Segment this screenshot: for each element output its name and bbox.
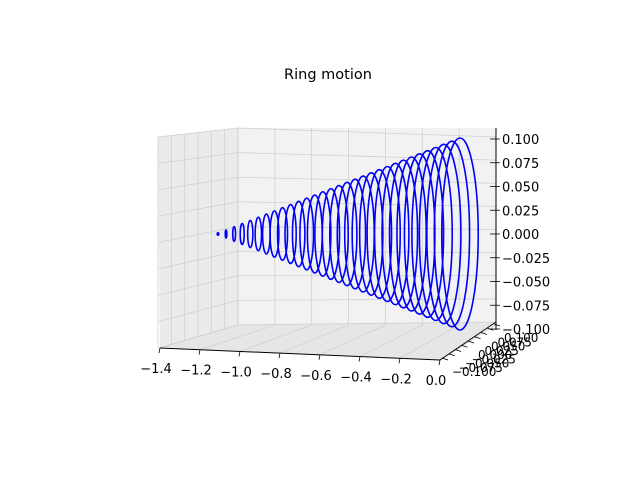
ring-23 (381, 162, 410, 306)
y-tick-label: −0.075 (459, 361, 503, 375)
ring-21 (366, 168, 393, 300)
y-tick-mark (474, 336, 481, 340)
x-tick-mark (238, 351, 241, 357)
y-tick-label: 0.000 (478, 348, 512, 362)
grid-line (359, 324, 423, 357)
x-tick-mark (158, 347, 161, 354)
x-tick-label: −0.4 (340, 371, 372, 386)
ring-28 (418, 146, 454, 322)
x-tick-mark (358, 356, 361, 362)
ring-5 (246, 219, 254, 249)
x-tick-mark (198, 349, 201, 355)
grid-line (319, 324, 386, 356)
y-tick-mark (461, 344, 468, 348)
y-tick-mark (448, 353, 455, 357)
x-tick-label: −0.2 (380, 372, 412, 387)
y-tick-mark (441, 357, 449, 361)
ring-15 (321, 187, 341, 281)
ring-11 (291, 200, 306, 268)
x-axis-ticks: −1.4 −1.2 −1.0 −0.8 −0.6 −0.4 −0.2 0.0 (140, 347, 447, 389)
ring-16 (328, 184, 350, 284)
x-tick-mark (398, 358, 401, 364)
ring-18 (343, 178, 367, 290)
grid-line (237, 127, 497, 138)
ring-17 (336, 181, 358, 287)
y-tick-label: 0.050 (491, 340, 525, 354)
grid-line (237, 298, 497, 301)
ring-8 (269, 210, 280, 258)
ring-24 (388, 159, 419, 309)
ring-29 (426, 143, 462, 325)
floor-pane (160, 322, 496, 360)
y-tick-mark (454, 349, 462, 352)
z-tick-label: 0.075 (502, 157, 539, 172)
y-axis-ticks: −0.100−0.075−0.050−0.0250.0000.0250.0500… (441, 323, 538, 379)
z-tick-label: −0.025 (502, 252, 550, 267)
ring-30 (433, 140, 471, 328)
y-tick-mark (467, 340, 475, 344)
ring-9 (276, 206, 289, 262)
z-tick-label: 0.100 (502, 133, 539, 148)
z-axis-ticks: −0.100 −0.075 −0.050 −0.025 0.000 0.025 0.050 0… (490, 133, 550, 338)
x-tick-label: 0.0 (426, 374, 447, 389)
z-tick-label: −0.100 (502, 323, 550, 338)
x-axis-line (159, 347, 441, 361)
x-tick-mark (318, 354, 321, 360)
grid-line (199, 324, 275, 351)
ring-series (216, 137, 480, 331)
y-tick-label: 0.025 (485, 344, 519, 358)
x-tick-mark (278, 353, 281, 359)
x-tick-label: −1.0 (220, 365, 252, 380)
y-tick-label: 0.100 (504, 331, 538, 345)
z-tick-label: 0.050 (502, 181, 539, 196)
y-tick-mark (493, 323, 501, 327)
ring-3 (231, 225, 237, 243)
ring-31 (440, 137, 480, 331)
grid-line (237, 201, 497, 207)
z-tick-label: −0.050 (502, 276, 550, 291)
ring-22 (373, 165, 402, 303)
x-tick-label: −0.6 (300, 369, 332, 384)
grid-line (279, 324, 349, 354)
ring-2 (224, 229, 228, 239)
z-tick-label: −0.075 (502, 299, 550, 314)
ring-4 (239, 222, 245, 246)
z-tick-label: 0.000 (502, 228, 539, 243)
ring-12 (299, 197, 315, 271)
x-tick-mark (438, 359, 441, 366)
chart-title: Ring motion (284, 67, 372, 83)
ring-1 (216, 232, 220, 237)
z-tick-label: 0.025 (502, 204, 539, 219)
grid-line (399, 324, 460, 359)
x-tick-label: −1.2 (180, 364, 212, 379)
grid-line (239, 324, 312, 352)
ring-14 (314, 191, 332, 277)
y-tick-label: −0.025 (472, 352, 516, 366)
ring-10 (284, 203, 297, 265)
x-tick-label: −0.8 (260, 367, 292, 382)
ring-27 (411, 149, 445, 319)
y-tick-label: −0.050 (465, 357, 509, 371)
x-tick-label: −1.4 (140, 362, 172, 377)
ring-6 (254, 216, 263, 252)
y-tick-label: −0.100 (452, 365, 496, 379)
y-tick-label: 0.075 (498, 335, 532, 349)
ring-20 (358, 172, 384, 296)
y-tick-mark (480, 332, 488, 335)
